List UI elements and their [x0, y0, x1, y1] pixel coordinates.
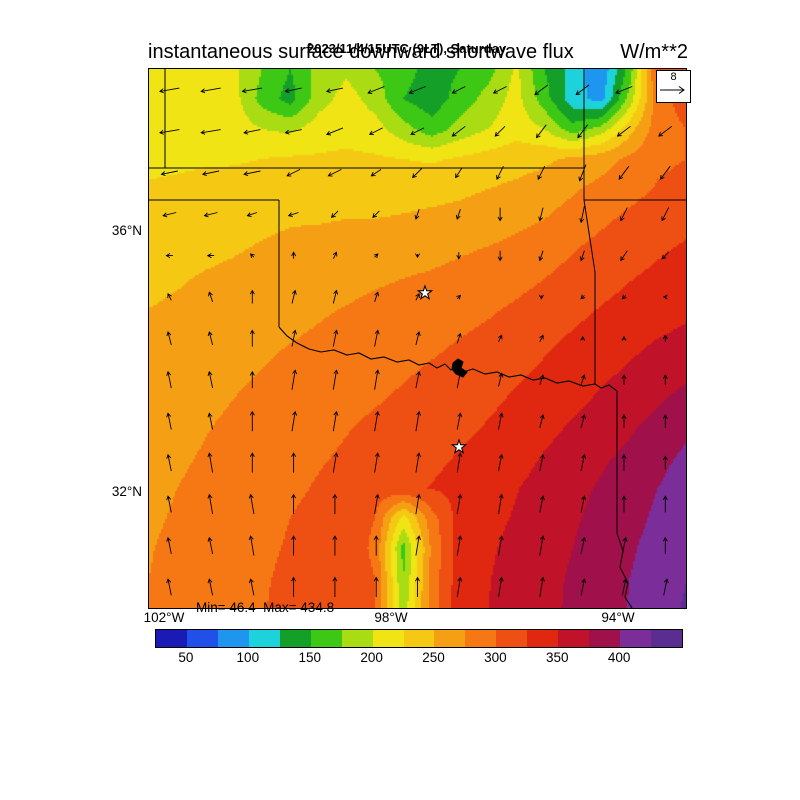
- lon-label-102w: 102°W: [143, 610, 185, 625]
- colorbar-segment: [558, 630, 590, 647]
- reference-vector-box: 8: [656, 70, 691, 103]
- colorbar: [155, 629, 683, 648]
- wind-vectors: [158, 84, 674, 598]
- city-star: [416, 284, 434, 301]
- reference-vector-arrow: [660, 86, 685, 94]
- plot-title-row: instantaneous surface downward shortwave…: [148, 41, 688, 64]
- colorbar-tick-label: 250: [422, 650, 445, 665]
- colorbar-tick-label: 350: [545, 650, 569, 665]
- map-plot: 8: [148, 68, 691, 609]
- colorbar-tick-label: 400: [607, 650, 631, 665]
- datetime-label: 2023/11/4/15UTC (9LT), Saturday: [307, 41, 507, 56]
- colorbar-segment: [434, 630, 466, 647]
- colorbar-segment: [496, 630, 528, 647]
- colorbar-tick-label: 50: [178, 650, 194, 665]
- colorbar-segment: [310, 630, 342, 647]
- colorbar-segment: [341, 630, 373, 647]
- lon-label-98w: 98°W: [374, 610, 408, 625]
- colorbar-segment: [465, 630, 497, 647]
- map-overlay: [149, 69, 686, 608]
- lake-texoma: [451, 358, 468, 378]
- reference-vector-value: 8: [670, 71, 677, 83]
- colorbar-labels: 50 100 150 200 250 300 350 400: [155, 650, 681, 666]
- lon-label-94w: 94°W: [601, 610, 635, 625]
- plot-title: instantaneous surface downward shortwave…: [148, 41, 574, 63]
- colorbar-tick-label: 150: [298, 650, 321, 665]
- lat-label-32n: 32°N: [111, 484, 142, 499]
- colorbar-tick-label: 200: [360, 650, 383, 665]
- colorbar-segment: [156, 630, 187, 647]
- colorbar-segment: [248, 630, 280, 647]
- lat-label-36n: 36°N: [111, 223, 142, 238]
- border-oklahoma-arkansas: [583, 199, 596, 384]
- colorbar-segment: [589, 630, 621, 647]
- colorbar-segment: [372, 630, 404, 647]
- colorbar-segment: [527, 630, 559, 647]
- colorbar-tick-label: 100: [236, 650, 260, 665]
- colorbar-segment: [279, 630, 311, 647]
- colorbar-segment: [186, 630, 218, 647]
- colorbar-tick-label: 300: [484, 650, 507, 665]
- city-star: [450, 438, 468, 455]
- colorbar-segment: [620, 630, 651, 647]
- red-river: [278, 326, 618, 392]
- units-label: W/m**2: [620, 41, 688, 63]
- border-texas-louisiana-sabine: [616, 532, 633, 608]
- colorbar-segment: [217, 630, 249, 647]
- colorbar-segment: [403, 630, 435, 647]
- minmax-label: Min= 46.4 Max= 434.8: [196, 600, 335, 615]
- colorbar-segment: [651, 630, 682, 647]
